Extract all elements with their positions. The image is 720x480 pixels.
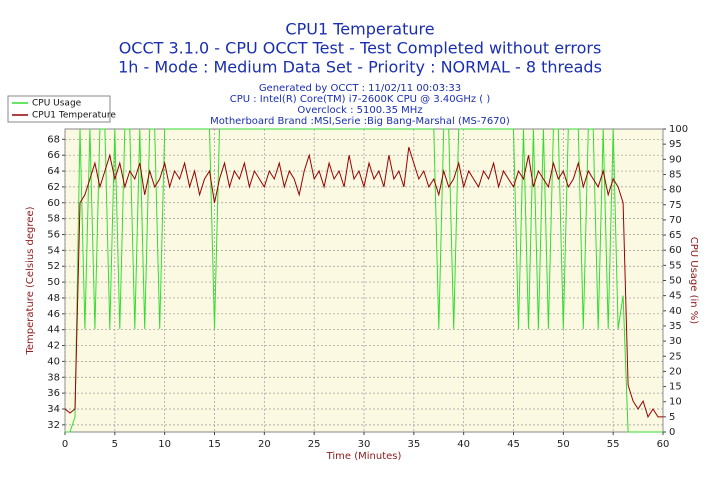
chart-title-line: 1h - Mode : Medium Data Set - Priority :… xyxy=(118,58,602,77)
data-line xyxy=(65,128,663,433)
y2-tick-label: 0 xyxy=(669,427,675,438)
x-tick-label: 60 xyxy=(657,439,670,450)
y2-tick-label: 100 xyxy=(669,124,688,135)
y2-tick-label: 35 xyxy=(669,321,682,332)
y2-tick-label: 40 xyxy=(669,306,682,317)
x-tick-label: 45 xyxy=(507,439,520,450)
x-tick-label: 20 xyxy=(258,439,271,450)
y2-tick-label: 30 xyxy=(669,336,682,347)
y-tick-label: 60 xyxy=(47,198,60,209)
y-tick-label: 48 xyxy=(47,293,60,304)
x-tick-label: 50 xyxy=(557,439,570,450)
y-tick-label: 54 xyxy=(47,245,60,256)
chart-subtitle: CPU : Intel(R) Core(TM) i7-2600K CPU @ 3… xyxy=(230,94,491,105)
y2-tick-label: 5 xyxy=(669,412,675,423)
chart-title-line: OCCT 3.1.0 - CPU OCCT Test - Test Comple… xyxy=(119,39,602,58)
x-tick-label: 5 xyxy=(112,439,118,450)
x-tick-label: 10 xyxy=(158,439,171,450)
y-tick-label: 42 xyxy=(47,341,60,352)
x-tick-label: 30 xyxy=(358,439,371,450)
y2-tick-label: 70 xyxy=(669,215,682,226)
y-tick-label: 32 xyxy=(47,420,60,431)
y-tick-label: 50 xyxy=(47,277,60,288)
y-axis-label: Temperature (Celsius degree) xyxy=(25,206,36,355)
y-tick-label: 56 xyxy=(47,229,60,240)
x-tick-label: 55 xyxy=(607,439,620,450)
chart-subtitle: Overclock : 5100.35 MHz xyxy=(297,105,422,116)
y2-tick-label: 80 xyxy=(669,185,682,196)
y-tick-label: 36 xyxy=(47,388,60,399)
y-tick-label: 66 xyxy=(47,150,60,161)
x-axis-label: Time (Minutes) xyxy=(326,451,402,462)
x-tick-label: 0 xyxy=(62,439,68,450)
chart-title: CPU1 Temperature xyxy=(285,20,434,39)
y-tick-label: 58 xyxy=(47,214,60,225)
y-tick-label: 38 xyxy=(47,372,60,383)
y2-tick-label: 75 xyxy=(669,200,682,211)
legend-label: CPU Usage xyxy=(32,99,82,109)
y-tick-label: 44 xyxy=(47,325,60,336)
y2-tick-label: 45 xyxy=(669,291,682,302)
data-line xyxy=(64,147,663,419)
y-tick-label: 52 xyxy=(47,261,60,272)
y2-tick-label: 90 xyxy=(669,154,682,165)
chart-subtitle: Generated by OCCT : 11/02/11 00:03:33 xyxy=(259,83,461,94)
y2-tick-label: 95 xyxy=(669,139,682,150)
y-tick-label: 64 xyxy=(47,166,60,177)
y2-tick-label: 10 xyxy=(669,397,682,408)
x-tick-label: 15 xyxy=(208,439,221,450)
x-tick-label: 25 xyxy=(308,439,321,450)
y-tick-label: 68 xyxy=(47,134,60,145)
y-tick-label: 40 xyxy=(47,356,60,367)
chart-subtitle: Motherboard Brand :MSI,Serie :Big Bang-M… xyxy=(210,116,510,127)
legend-box xyxy=(7,95,111,123)
y2-tick-label: 25 xyxy=(669,351,682,362)
y2-tick-label: 15 xyxy=(669,382,682,393)
legend-label: CPU1 Temperature xyxy=(32,111,116,121)
y2-tick-label: 50 xyxy=(669,276,682,287)
y2-tick-label: 60 xyxy=(669,245,682,256)
y2-axis-label: CPU Usage (in %) xyxy=(688,237,699,325)
x-tick-label: 35 xyxy=(407,439,420,450)
y2-tick-label: 65 xyxy=(669,230,682,241)
y-tick-label: 46 xyxy=(47,309,60,320)
y-tick-label: 34 xyxy=(47,404,60,415)
x-tick-label: 40 xyxy=(457,439,470,450)
y2-tick-label: 20 xyxy=(669,366,682,377)
y2-tick-label: 55 xyxy=(669,260,682,271)
y2-tick-label: 85 xyxy=(669,169,682,180)
y-tick-label: 62 xyxy=(47,182,60,193)
